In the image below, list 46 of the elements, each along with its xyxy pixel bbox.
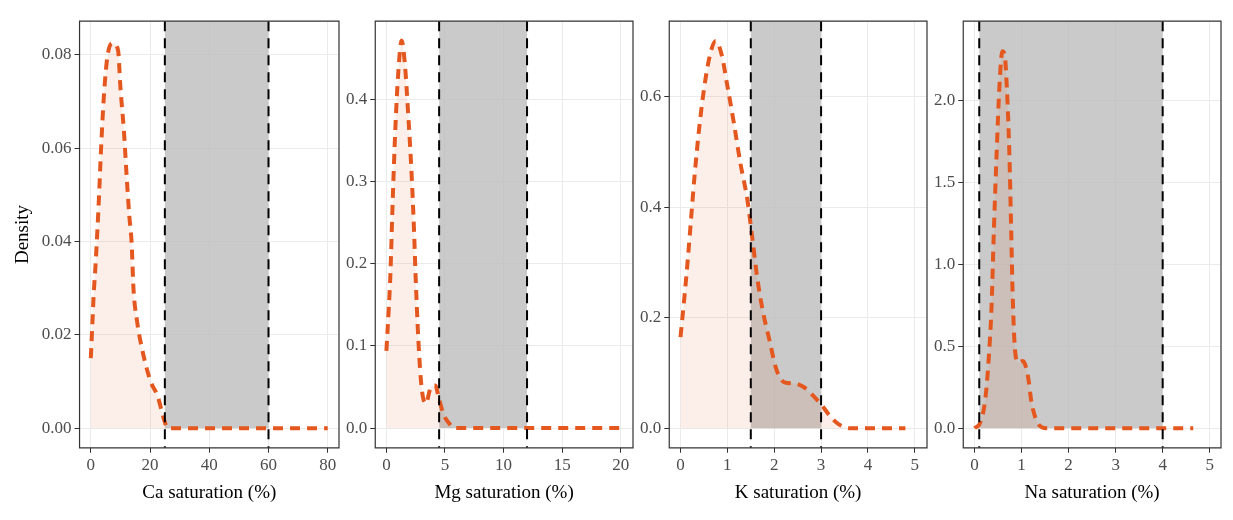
x-axis-title: Na saturation (%) xyxy=(1024,480,1160,503)
x-tick-label: 5 xyxy=(1205,455,1214,475)
y-tick-label: 0.0 xyxy=(346,417,368,437)
x-tick-label: 5 xyxy=(910,455,920,475)
y-tick-label: 0.00 xyxy=(41,417,72,437)
x-tick-label: 10 xyxy=(495,455,513,475)
x-axis-title: Ca saturation (%) xyxy=(142,480,277,503)
x-tick-label: 1 xyxy=(1017,455,1026,475)
y-tick-label: 0.4 xyxy=(640,196,662,216)
x-axis-title: Mg saturation (%) xyxy=(434,480,574,503)
y-tick-label: 0.06 xyxy=(41,137,72,157)
y-tick-label: 0.1 xyxy=(346,335,368,355)
y-tick-label: 0.2 xyxy=(346,253,368,273)
x-tick-label: 40 xyxy=(200,455,218,475)
y-tick-label: 0.0 xyxy=(640,417,662,437)
x-tick-label: 2 xyxy=(1064,455,1073,475)
x-tick-label: 3 xyxy=(816,455,826,475)
y-tick-label: 2.0 xyxy=(934,89,956,109)
y-tick-label: 0.04 xyxy=(41,230,73,250)
x-tick-label: 0 xyxy=(86,455,96,475)
x-tick-label: 0 xyxy=(970,455,979,475)
y-axis-title: Density xyxy=(11,204,33,265)
y-tick-label: 0.02 xyxy=(41,324,72,344)
y-tick-label: 0.5 xyxy=(934,335,956,355)
x-tick-label: 15 xyxy=(553,455,571,475)
y-tick-label: 1.0 xyxy=(934,253,956,273)
y-tick-label: 0.0 xyxy=(934,417,956,437)
x-tick-label: 3 xyxy=(1111,455,1120,475)
x-tick-label: 0 xyxy=(382,455,391,475)
x-tick-label: 5 xyxy=(440,455,450,475)
x-tick-label: 20 xyxy=(141,455,159,475)
x-tick-label: 60 xyxy=(260,455,278,475)
x-tick-label: 4 xyxy=(863,455,873,475)
x-tick-label: 2 xyxy=(769,455,779,475)
x-tick-label: 4 xyxy=(1158,455,1168,475)
y-tick-label: 0.08 xyxy=(41,44,72,64)
x-tick-label: 80 xyxy=(319,455,337,475)
y-tick-label: 0.4 xyxy=(346,89,368,109)
x-tick-label: 1 xyxy=(723,455,732,475)
y-tick-label: 0.6 xyxy=(640,86,662,106)
x-tick-label: 0 xyxy=(676,455,685,475)
x-axis-title: K saturation (%) xyxy=(734,480,862,503)
y-tick-label: 0.2 xyxy=(640,307,662,327)
y-tick-label: 0.3 xyxy=(346,171,368,191)
x-tick-label: 20 xyxy=(612,455,630,475)
y-tick-label: 1.5 xyxy=(934,171,956,191)
